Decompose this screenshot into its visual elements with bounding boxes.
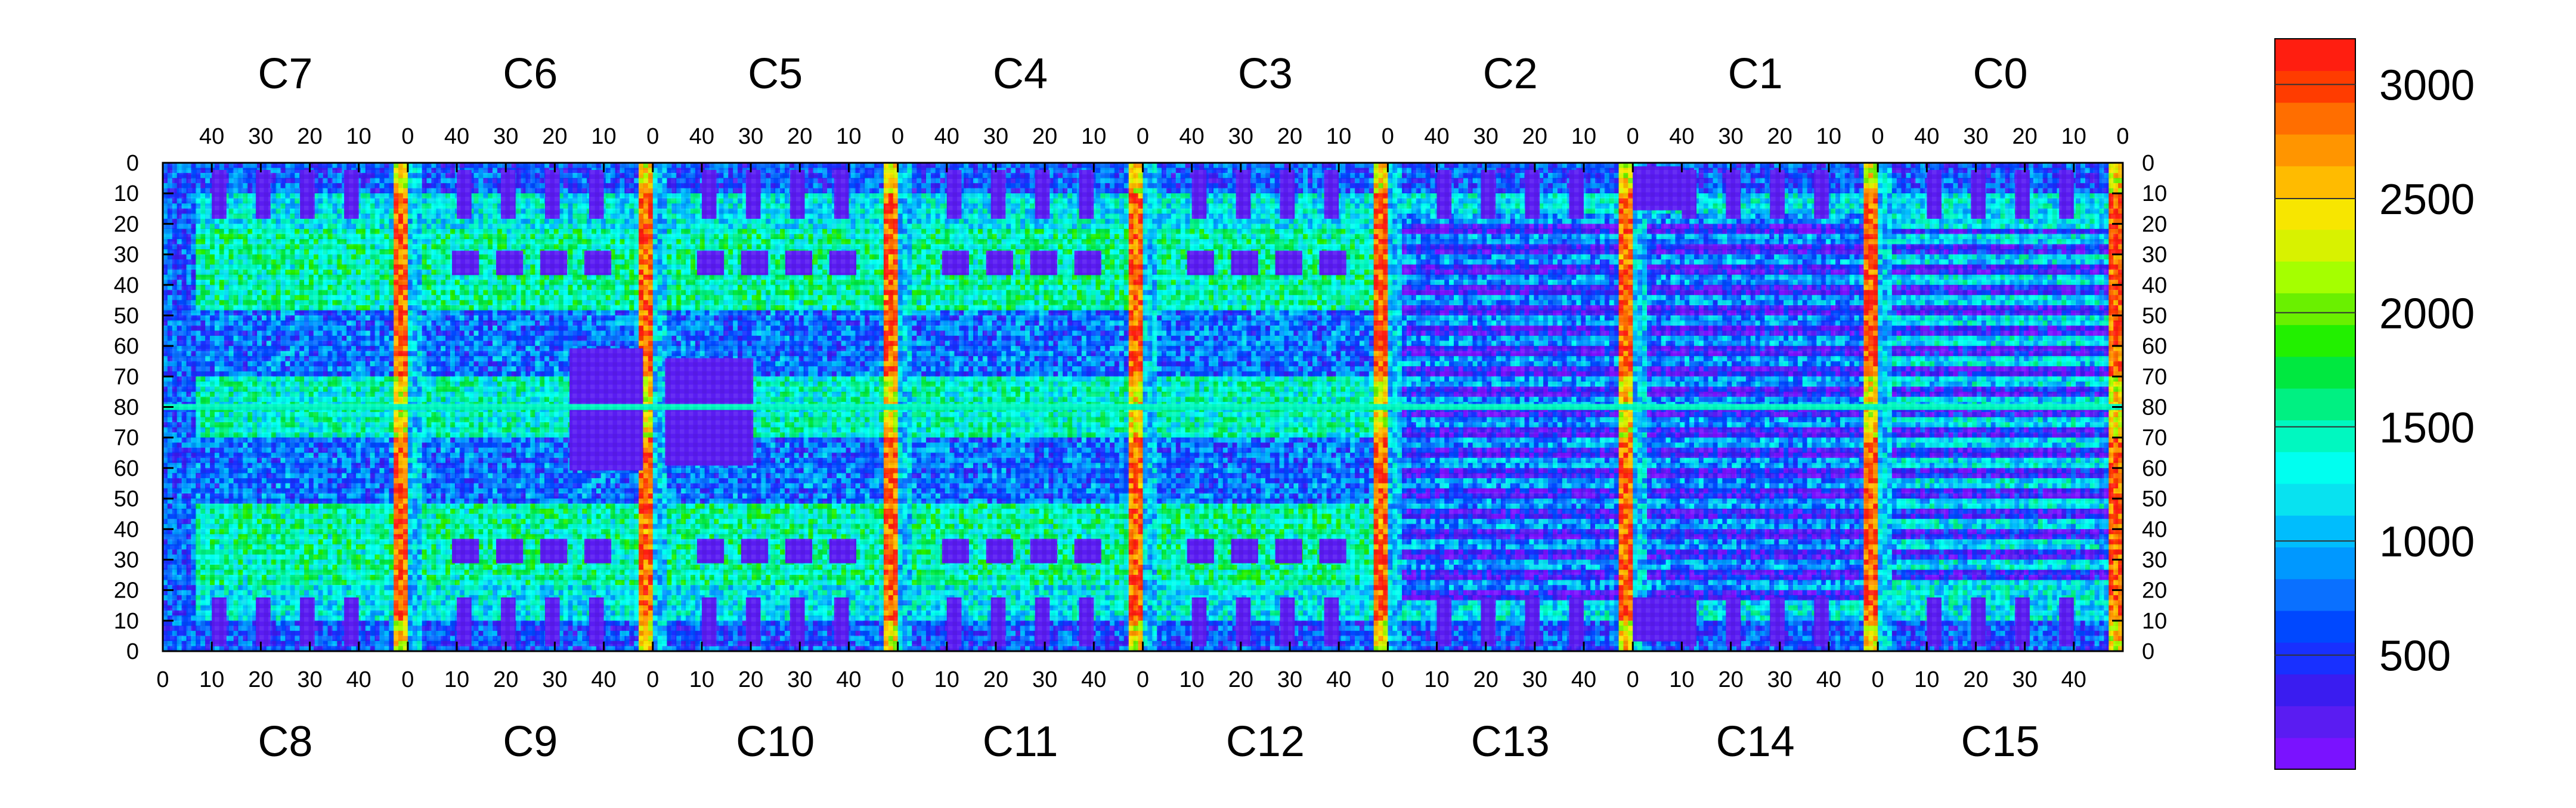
hitmap-figure: 0010102020303040405050606070708080707060… <box>0 0 2576 805</box>
hitmap-chart: 0010102020303040405050606070708080707060… <box>0 0 2576 805</box>
